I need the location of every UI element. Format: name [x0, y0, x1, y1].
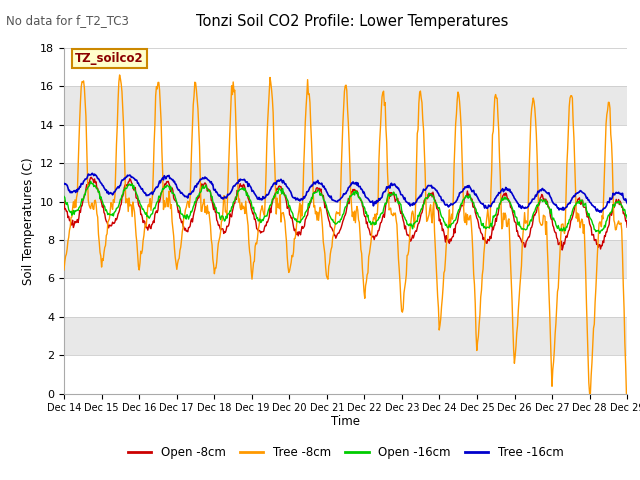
Text: TZ_soilco2: TZ_soilco2	[76, 52, 144, 65]
Bar	[64, 163, 627, 202]
Bar	[64, 86, 627, 125]
Legend: Open -8cm, Tree -8cm, Open -16cm, Tree -16cm: Open -8cm, Tree -8cm, Open -16cm, Tree -…	[123, 441, 568, 464]
X-axis label: Time: Time	[331, 415, 360, 428]
Bar	[64, 355, 627, 394]
Bar	[64, 317, 627, 355]
Bar	[64, 125, 627, 163]
Bar	[64, 240, 627, 278]
Bar	[64, 202, 627, 240]
Bar	[64, 48, 627, 86]
Text: Tonzi Soil CO2 Profile: Lower Temperatures: Tonzi Soil CO2 Profile: Lower Temperatur…	[196, 14, 508, 29]
Bar	[64, 278, 627, 317]
Text: No data for f_T2_TC3: No data for f_T2_TC3	[6, 14, 129, 27]
Y-axis label: Soil Temperatures (C): Soil Temperatures (C)	[22, 157, 35, 285]
